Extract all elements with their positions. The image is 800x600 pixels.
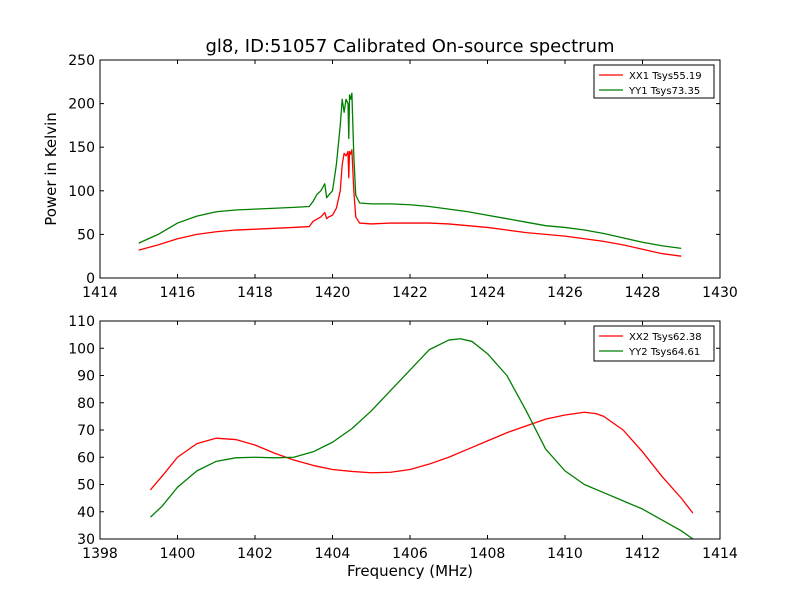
x-tick-label: 1398 (82, 546, 118, 562)
y-tick-label: 100 (68, 184, 95, 200)
legend-label: YY1 Tsys73.35 (628, 86, 700, 97)
series-line-bottom-2 (149, 338, 694, 540)
y-tick-label: 80 (77, 396, 95, 412)
x-tick-label: 1414 (702, 546, 738, 562)
x-ticks-bottom: 1398 1400 1402 1404 1406 1408 1410 1412 1414 (82, 321, 738, 562)
x-tick-label: 1426 (547, 285, 583, 301)
y-tick-label: 70 (77, 423, 95, 439)
y-tick-label: 90 (77, 369, 95, 385)
series-line-top-2 (138, 92, 682, 249)
y-axis-label-top: Power in Kelvin (42, 112, 60, 226)
x-tick-label: 1402 (237, 546, 273, 562)
spectrum-panel-bottom: 1398 1400 1402 1404 1406 1408 1410 1412 1414 30 4… (68, 314, 738, 580)
x-ticks-top: 1414 1416 1418 1420 1422 1424 1426 1428 1430 (82, 60, 738, 301)
y-ticks-top: 0 50 100 150 200 250 (68, 53, 720, 287)
y-ticks-bottom: 30 40 50 60 70 80 90 100 110 (68, 314, 720, 548)
x-tick-label: 1414 (82, 285, 118, 301)
x-tick-label: 1412 (625, 546, 661, 562)
y-tick-label: 60 (77, 450, 95, 466)
x-tick-label: 1424 (470, 285, 506, 301)
legend-box (593, 325, 715, 362)
x-tick-label: 1410 (547, 546, 583, 562)
x-tick-label: 1428 (625, 285, 661, 301)
x-tick-label: 1422 (392, 285, 428, 301)
y-tick-label: 200 (68, 97, 95, 113)
y-tick-label: 250 (68, 53, 95, 69)
y-tick-label: 100 (68, 341, 95, 357)
x-tick-label: 1406 (392, 546, 428, 562)
x-tick-label: 1404 (315, 546, 351, 562)
x-tick-label: 1400 (160, 546, 196, 562)
y-tick-label: 150 (68, 140, 95, 156)
x-tick-label: 1430 (702, 285, 738, 301)
y-tick-label: 50 (77, 227, 95, 243)
series-line-top-1 (138, 149, 682, 257)
x-tick-label: 1418 (237, 285, 273, 301)
spectrum-panel-top: 1414 1416 1418 1420 1422 1424 1426 1428 1430 0 50… (42, 53, 738, 301)
y-tick-label: 110 (68, 314, 95, 330)
legend-label: XX1 Tsys55.19 (629, 71, 702, 82)
y-tick-label: 50 (77, 478, 95, 494)
legend-box (593, 64, 715, 99)
x-axis-label-bottom: Frequency (MHz) (347, 562, 473, 580)
y-tick-label: 0 (86, 271, 95, 287)
legend-label: YY2 Tsys64.61 (628, 347, 700, 358)
x-tick-label: 1416 (160, 285, 196, 301)
legend-bottom: XX2 Tsys62.38 YY2 Tsys64.61 (593, 325, 715, 362)
series-line-bottom-1 (149, 411, 694, 514)
y-tick-label: 40 (77, 505, 95, 521)
y-tick-label: 30 (77, 532, 95, 548)
legend-top: XX1 Tsys55.19 YY1 Tsys73.35 (593, 64, 715, 99)
x-tick-label: 1420 (315, 285, 351, 301)
figure-title: gl8, ID:51057 Calibrated On-source spect… (205, 36, 614, 57)
legend-label: XX2 Tsys62.38 (629, 332, 702, 343)
x-tick-label: 1408 (470, 546, 506, 562)
